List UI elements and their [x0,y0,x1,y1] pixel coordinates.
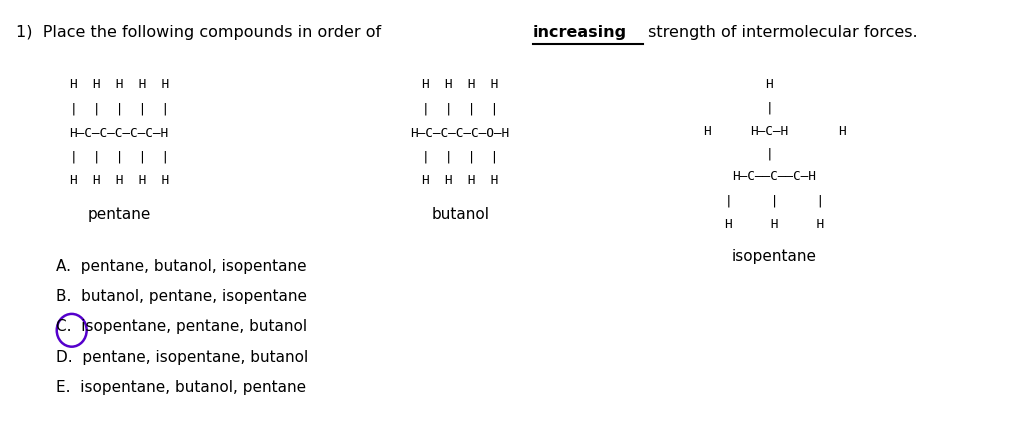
Text: isopentane: isopentane [732,248,817,263]
Text: A.  pentane, butanol, isopentane: A. pentane, butanol, isopentane [56,258,307,273]
Text: H  H  H  H  H: H H H H H [70,78,169,91]
Text: B.  butanol, pentane, isopentane: B. butanol, pentane, isopentane [56,288,307,304]
Text: increasing: increasing [532,25,627,40]
Text: H: H [839,124,846,137]
Text: strength of intermolecular forces.: strength of intermolecular forces. [643,25,918,40]
Text: H  H  H  H  H: H H H H H [70,174,169,187]
Text: |  |  |  |  |: | | | | | [70,150,169,163]
Text: |: | [766,147,773,160]
Text: |: | [766,102,773,114]
Text: H–C–C–C–C–C–H: H–C–C–C–C–C–H [70,126,169,139]
Text: D.  pentane, isopentane, butanol: D. pentane, isopentane, butanol [56,349,308,364]
Text: H  H  H  H: H H H H [422,174,499,187]
Text: H–C–H: H–C–H [751,124,788,137]
Text: H: H [766,78,773,91]
Text: C.  isopentane, pentane, butanol: C. isopentane, pentane, butanol [56,318,307,334]
Text: pentane: pentane [87,207,151,222]
Text: H–C–C–C–C–O–H: H–C–C–C–C–O–H [411,126,510,139]
Text: |  |  |  |: | | | | [422,150,499,163]
Text: butanol: butanol [431,207,489,222]
Text: 1)  Place the following compounds in order of: 1) Place the following compounds in orde… [16,25,387,40]
Text: |  |  |  |  |: | | | | | [70,102,169,116]
Text: |     |     |: | | | [725,194,824,207]
Text: H  H  H  H: H H H H [422,78,499,91]
Text: H: H [702,124,711,137]
Text: H–C––C––C–H: H–C––C––C–H [732,170,816,183]
Text: H     H     H: H H H [725,218,824,230]
Text: E.  isopentane, butanol, pentane: E. isopentane, butanol, pentane [56,379,306,394]
Text: |  |  |  |: | | | | [422,102,499,116]
